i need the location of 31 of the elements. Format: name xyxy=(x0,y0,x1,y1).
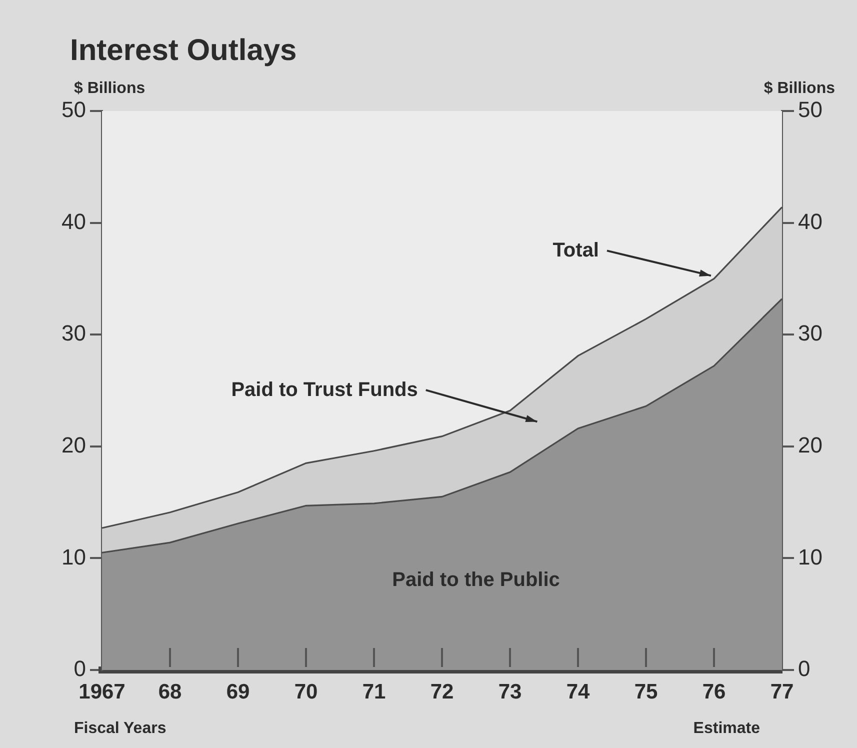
x-axis-title: Fiscal Years xyxy=(74,720,166,737)
y-tick-label: 10 xyxy=(62,544,86,570)
y2-tick-label: 40 xyxy=(798,208,822,234)
y-tick-label: 50 xyxy=(62,97,86,122)
x-tick-label: 74 xyxy=(566,680,590,704)
y-tick-label: 0 xyxy=(74,656,86,682)
y2-tick-label: 10 xyxy=(798,544,822,570)
text: Estimate xyxy=(693,720,760,737)
y2-tick-label: 0 xyxy=(798,656,810,682)
x-tick-label: 75 xyxy=(634,680,658,704)
x-tick-label: 70 xyxy=(294,680,318,704)
x-tick-label: 76 xyxy=(702,680,726,704)
x-tick-label: 71 xyxy=(362,680,386,704)
y2-tick-label: 20 xyxy=(798,432,822,458)
series-label: Paid to Trust Funds xyxy=(231,379,418,402)
y-axis-title: $ Billions xyxy=(74,80,146,97)
y-tick-label: 20 xyxy=(62,432,86,458)
y2-axis-title: $ Billions xyxy=(764,80,836,97)
y-tick-label: 40 xyxy=(62,208,86,234)
x-tick-label: 73 xyxy=(498,680,522,704)
y-tick-label: 30 xyxy=(62,320,86,346)
annotation: Total xyxy=(552,240,599,262)
y2-tick-label: 30 xyxy=(798,320,822,346)
chart-title: Interest Outlays xyxy=(70,34,297,67)
x-tick-label: 77 xyxy=(770,680,794,704)
x-tick-label: 69 xyxy=(226,680,250,704)
x-tick-label: 72 xyxy=(430,680,454,704)
x-tick-label: 68 xyxy=(158,680,182,704)
series-label: Paid to the Public xyxy=(392,569,560,592)
y2-tick-label: 50 xyxy=(798,97,822,122)
x-tick-label: 1967 xyxy=(78,680,126,704)
